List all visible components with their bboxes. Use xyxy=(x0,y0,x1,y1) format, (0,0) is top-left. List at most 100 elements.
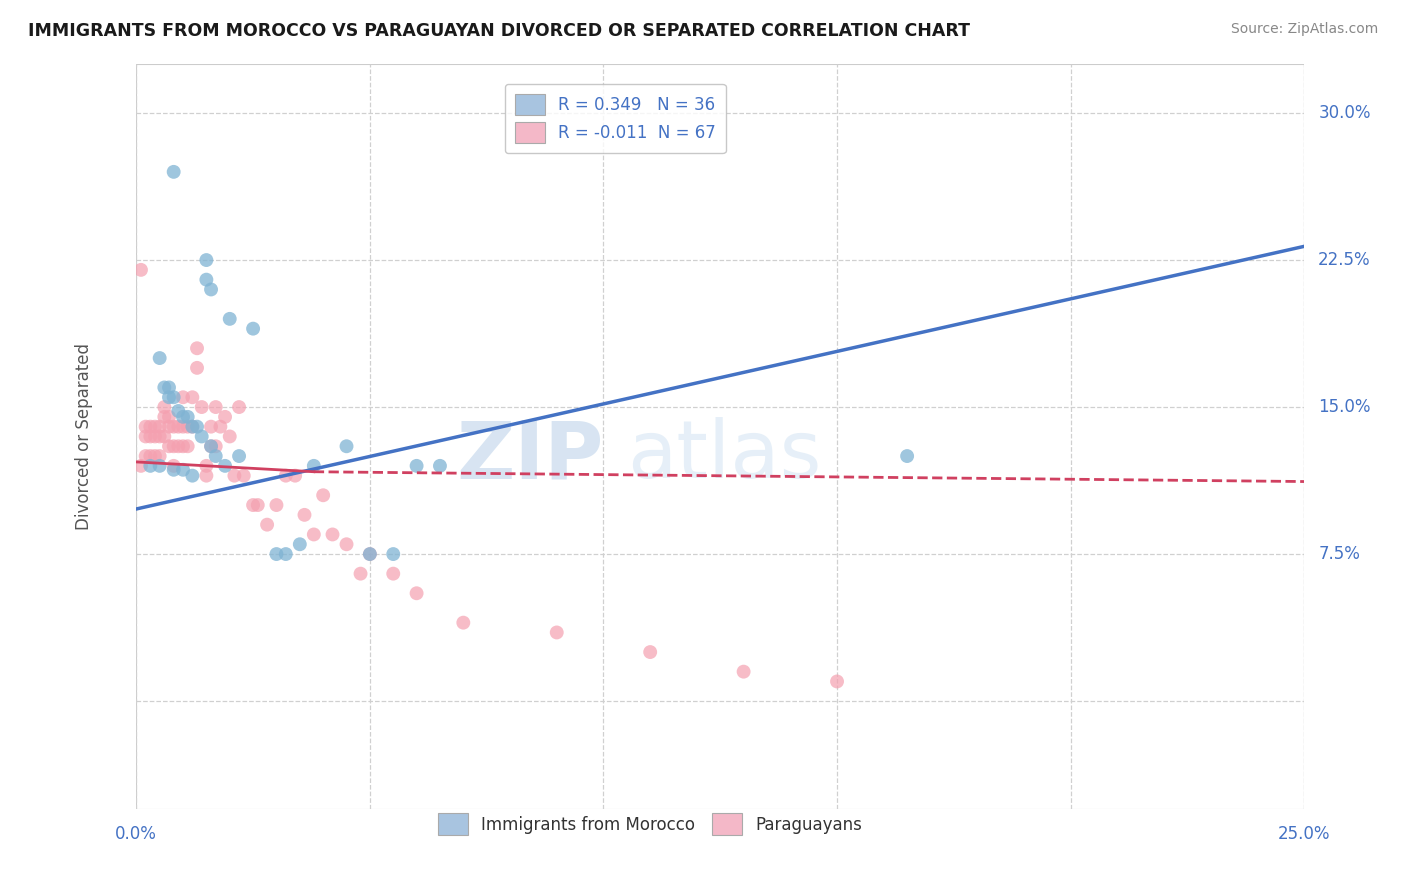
Point xyxy=(335,537,357,551)
Point xyxy=(224,468,246,483)
Point xyxy=(153,429,176,443)
Point xyxy=(172,409,194,424)
Point xyxy=(302,458,325,473)
Point xyxy=(129,458,152,473)
Point xyxy=(195,468,218,483)
Point xyxy=(163,439,186,453)
Point xyxy=(163,458,186,473)
Point xyxy=(200,439,222,453)
Point xyxy=(167,439,190,453)
Point xyxy=(139,458,162,473)
Point xyxy=(195,253,218,268)
Point xyxy=(825,674,848,689)
Point xyxy=(163,165,186,179)
Point xyxy=(638,645,661,659)
Point xyxy=(163,463,186,477)
Point xyxy=(167,419,190,434)
Point xyxy=(163,419,186,434)
Point xyxy=(176,419,198,434)
Point xyxy=(256,517,278,532)
Point xyxy=(195,458,218,473)
Point xyxy=(135,449,157,463)
Point xyxy=(546,625,568,640)
Point xyxy=(186,360,208,375)
Point xyxy=(135,429,157,443)
Point xyxy=(382,547,405,561)
Point xyxy=(382,566,405,581)
Point xyxy=(312,488,335,502)
Point xyxy=(186,419,208,434)
Point xyxy=(288,537,311,551)
Point xyxy=(186,341,208,355)
Point xyxy=(149,419,172,434)
Point xyxy=(149,429,172,443)
Text: 30.0%: 30.0% xyxy=(1319,104,1371,122)
Point xyxy=(359,547,381,561)
Point xyxy=(405,458,427,473)
Point xyxy=(139,419,162,434)
Point xyxy=(218,311,240,326)
Point xyxy=(176,409,198,424)
Point xyxy=(214,409,236,424)
Point xyxy=(157,409,180,424)
Point xyxy=(204,400,226,414)
Point xyxy=(153,400,176,414)
Text: 22.5%: 22.5% xyxy=(1319,251,1371,269)
Point xyxy=(214,458,236,473)
Point xyxy=(195,273,218,287)
Point xyxy=(139,449,162,463)
Text: 15.0%: 15.0% xyxy=(1319,398,1371,416)
Point xyxy=(349,566,371,581)
Point xyxy=(172,463,194,477)
Text: ZIP: ZIP xyxy=(456,417,603,495)
Point xyxy=(157,380,180,394)
Point xyxy=(274,468,297,483)
Point xyxy=(157,419,180,434)
Point xyxy=(139,429,162,443)
Text: atlas: atlas xyxy=(627,417,821,495)
Point xyxy=(172,439,194,453)
Point xyxy=(149,458,172,473)
Point xyxy=(149,449,172,463)
Point xyxy=(321,527,343,541)
Point xyxy=(157,439,180,453)
Text: Divorced or Separated: Divorced or Separated xyxy=(75,343,93,530)
Text: Source: ZipAtlas.com: Source: ZipAtlas.com xyxy=(1230,22,1378,37)
Point xyxy=(204,439,226,453)
Point xyxy=(284,468,307,483)
Point xyxy=(246,498,269,512)
Point xyxy=(896,449,918,463)
Point xyxy=(242,498,264,512)
Point xyxy=(129,263,152,277)
Point xyxy=(172,390,194,404)
Point xyxy=(209,419,232,434)
Point xyxy=(200,283,222,297)
Point xyxy=(200,439,222,453)
Point xyxy=(335,439,357,453)
Point xyxy=(204,449,226,463)
Point xyxy=(181,468,204,483)
Point xyxy=(181,419,204,434)
Point xyxy=(153,409,176,424)
Point xyxy=(266,547,288,561)
Point xyxy=(172,419,194,434)
Point xyxy=(190,400,212,414)
Text: 0.0%: 0.0% xyxy=(115,824,157,843)
Point xyxy=(274,547,297,561)
Point xyxy=(135,419,157,434)
Legend: Immigrants from Morocco, Paraguayans: Immigrants from Morocco, Paraguayans xyxy=(432,806,869,841)
Point xyxy=(176,439,198,453)
Point xyxy=(228,400,250,414)
Point xyxy=(190,429,212,443)
Point xyxy=(143,449,166,463)
Point xyxy=(453,615,475,630)
Point xyxy=(733,665,755,679)
Point xyxy=(266,498,288,512)
Point xyxy=(429,458,451,473)
Point xyxy=(149,351,172,365)
Point xyxy=(153,380,176,394)
Point xyxy=(228,449,250,463)
Point xyxy=(143,419,166,434)
Text: 25.0%: 25.0% xyxy=(1278,824,1330,843)
Point xyxy=(359,547,381,561)
